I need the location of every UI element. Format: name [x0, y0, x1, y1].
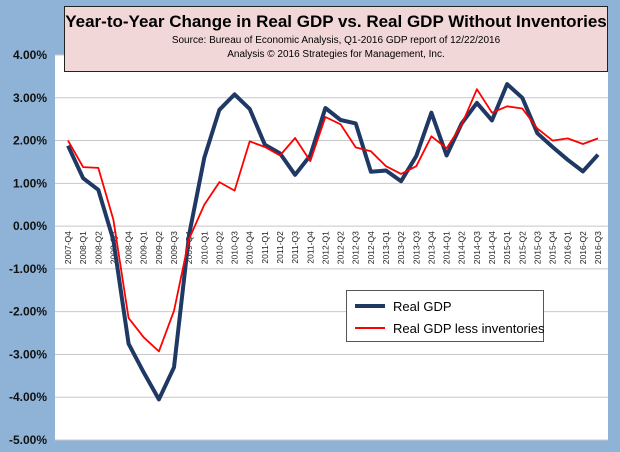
x-tick-label: 2013-Q3 [411, 231, 421, 264]
y-tick-label: 3.00% [13, 91, 47, 105]
x-tick-label: 2012-Q1 [320, 231, 330, 264]
y-tick-label: -3.00% [9, 347, 47, 361]
x-tick-label: 2010-Q2 [214, 231, 224, 264]
x-tick-label: 2009-Q1 [139, 231, 149, 264]
series-line-real-gdp-less-inventories [67, 88, 599, 353]
x-tick-label: 2014-Q4 [487, 231, 497, 264]
legend: Real GDP Real GDP less inventories [346, 290, 545, 342]
y-tick-label: -2.00% [9, 305, 47, 319]
legend-label-real-gdp-less-inventories: Real GDP less inventories [393, 320, 545, 336]
x-tick-label: 2008-Q4 [124, 231, 134, 264]
x-tick-label: 2009-Q3 [169, 231, 179, 264]
x-tick-label: 2016-Q3 [593, 231, 603, 264]
series-lines [66, 82, 600, 402]
x-tick-label: 2010-Q4 [245, 231, 255, 264]
chart-title: Year-to-Year Change in Real GDP vs. Real… [65, 12, 607, 31]
x-tick-label: 2011-Q2 [275, 231, 285, 264]
x-tick-label: 2010-Q1 [199, 231, 209, 264]
x-tick-label: 2014-Q2 [457, 231, 467, 264]
chart-subtitle-source: Source: Bureau of Economic Analysis, Q1-… [171, 35, 501, 46]
x-tick-label: 2015-Q3 [532, 231, 542, 264]
x-tick-label: 2009-Q2 [154, 231, 164, 264]
x-tick-label: 2014-Q1 [442, 231, 452, 264]
x-tick-label: 2015-Q2 [517, 231, 527, 264]
legend-label-real-gdp: Real GDP [393, 298, 452, 314]
y-tick-label: -4.00% [9, 390, 47, 404]
legend-swatch-real-gdp [355, 304, 385, 308]
x-tick-label: 2016-Q1 [563, 231, 573, 264]
chart-subtitle-copyright: Analysis © 2016 Strategies for Managemen… [227, 49, 445, 60]
y-axis-tick-labels: -5.00% -4.00% -3.00% -2.00% -1.00% 0.00% 1.00%… [9, 48, 47, 447]
x-tick-label: 2011-Q3 [290, 231, 300, 264]
x-tick-label: 2012-Q3 [351, 231, 361, 264]
x-tick-label: 2013-Q1 [381, 231, 391, 264]
x-tick-label: 2008-Q2 [93, 231, 103, 264]
x-tick-label: 2013-Q4 [426, 231, 436, 264]
x-tick-label: 2010-Q3 [230, 231, 240, 264]
x-tick-label: 2013-Q2 [396, 231, 406, 264]
legend-item-real-gdp: Real GDP [355, 297, 452, 315]
y-tick-label: 0.00% [13, 219, 47, 233]
legend-item-real-gdp-less-inventories: Real GDP less inventories [355, 319, 545, 337]
y-tick-label: -5.00% [9, 433, 47, 447]
x-tick-label: 2007-Q4 [63, 231, 73, 264]
x-tick-label: 2008-Q1 [78, 231, 88, 264]
y-tick-label: 4.00% [13, 48, 47, 62]
x-tick-label: 2016-Q2 [578, 231, 588, 264]
x-tick-label: 2015-Q4 [548, 231, 558, 264]
x-tick-label: 2011-Q1 [260, 231, 270, 264]
x-tick-label: 2012-Q2 [336, 231, 346, 264]
chart-title-box: Year-to-Year Change in Real GDP vs. Real… [64, 6, 608, 72]
y-tick-label: -1.00% [9, 262, 47, 276]
x-tick-label: 2014-Q3 [472, 231, 482, 264]
series-line-real-gdp [66, 82, 600, 402]
x-tick-label: 2012-Q4 [366, 231, 376, 264]
legend-swatch-real-gdp-less-inventories [355, 327, 385, 329]
x-tick-label: 2015-Q1 [502, 231, 512, 264]
y-tick-label: 1.00% [13, 176, 47, 190]
x-tick-label: 2011-Q4 [305, 231, 315, 264]
y-tick-label: 2.00% [13, 134, 47, 148]
